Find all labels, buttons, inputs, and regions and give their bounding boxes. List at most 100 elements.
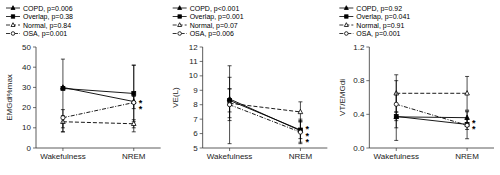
- plot-area: [394, 75, 469, 141]
- series: [61, 65, 136, 122]
- legend-marker: [345, 32, 349, 36]
- series-line: [396, 116, 467, 124]
- y-tick: [200, 75, 203, 76]
- legend-marker: [11, 23, 15, 27]
- marker: [131, 121, 136, 125]
- y-axis: [369, 47, 370, 148]
- annotation: *: [305, 137, 309, 147]
- legend: COPD, p=0.92Overlap, p=0.041Normal, p=0.…: [339, 5, 410, 39]
- legend-label: Overlap, p=0.38: [23, 13, 73, 21]
- y-axis-label: EMGdi%max: [5, 74, 14, 121]
- series: [61, 116, 136, 128]
- series: [227, 89, 302, 122]
- error-bar: [465, 76, 469, 110]
- y-tick: [366, 114, 369, 115]
- legend-label: COPD, p<0.001: [190, 5, 240, 13]
- y-tick: [366, 148, 369, 149]
- annotation: *: [472, 124, 476, 134]
- x-tick: [396, 148, 397, 151]
- y-tick-label: 30: [22, 83, 31, 92]
- x-axis: [369, 148, 494, 149]
- series: [228, 89, 303, 139]
- legend-label: OSA, p=0.001: [356, 30, 400, 38]
- y-axis: [202, 47, 203, 148]
- series: [227, 77, 302, 142]
- series-line: [63, 88, 134, 93]
- legend-marker: [178, 23, 182, 27]
- y-tick-label: 6: [193, 129, 198, 138]
- series: [394, 93, 469, 140]
- y-tick-label: 40: [22, 63, 31, 72]
- y-axis-label: VT/EMGdi: [338, 79, 347, 116]
- error-bar: [132, 65, 136, 122]
- series: [61, 96, 136, 131]
- error-bar: [394, 81, 398, 128]
- legend: COPD, p<0.001Overlap, p=0.001Normal, p=0…: [173, 5, 244, 39]
- series: [394, 81, 469, 139]
- plot-area: [61, 59, 136, 132]
- x-tick-label: NREM: [122, 152, 146, 161]
- marker: [465, 122, 469, 126]
- error-bar: [465, 112, 469, 139]
- x-tick: [133, 148, 134, 151]
- y-tick: [33, 127, 36, 128]
- series-line: [230, 99, 301, 131]
- legend-label: COPD, p=0.006: [23, 5, 73, 13]
- y-tick: [200, 104, 203, 105]
- x-tick-label: NREM: [289, 152, 313, 161]
- y-tick-label: 0.8: [353, 76, 365, 85]
- error-bar: [228, 66, 232, 144]
- y-tick-label: 0.4: [353, 110, 365, 119]
- y-tick: [33, 107, 36, 108]
- plot-area: [227, 66, 302, 144]
- series-line: [230, 105, 301, 132]
- x-tick: [300, 148, 301, 151]
- legend-label: Overlap, p=0.001: [190, 13, 244, 21]
- y-tick-label: 1.2: [353, 43, 365, 52]
- series-line: [230, 100, 301, 130]
- series: [394, 75, 469, 112]
- series-line: [63, 103, 134, 118]
- legend-label: OSA, p=0.001: [23, 30, 67, 38]
- legend-marker: [344, 23, 348, 27]
- panel: 56789101112WakefulnessNREMVE(L)***COPD, …: [171, 5, 327, 162]
- y-tick: [200, 148, 203, 149]
- legend-marker: [178, 6, 182, 10]
- legend-marker: [345, 15, 348, 18]
- legend-marker: [11, 6, 15, 10]
- marker: [298, 109, 303, 113]
- marker: [61, 116, 65, 120]
- y-axis-label: VE(L): [171, 87, 180, 108]
- y-tick-label: 9: [193, 86, 198, 95]
- y-tick: [366, 47, 369, 48]
- y-tick: [33, 67, 36, 68]
- x-tick-label: Wakefulness: [207, 152, 253, 161]
- x-tick-label: Wakefulness: [374, 152, 420, 161]
- marker: [394, 102, 398, 106]
- marker: [132, 92, 136, 96]
- y-tick: [200, 61, 203, 62]
- x-tick-label: NREM: [455, 152, 479, 161]
- y-tick-label: 11: [189, 57, 198, 66]
- error-bar: [132, 120, 136, 128]
- y-tick-label: 0: [27, 144, 32, 153]
- series-line: [396, 93, 467, 94]
- series-line: [230, 103, 301, 112]
- series-line: [63, 87, 134, 101]
- legend-marker: [178, 15, 181, 18]
- annotation: *: [139, 104, 143, 114]
- y-axis: [36, 47, 37, 148]
- legend-label: COPD, p=0.92: [356, 5, 402, 13]
- panel: 01020304050WakefulnessNREMEMGdi%max**COP…: [5, 5, 161, 162]
- legend-marker: [178, 32, 182, 36]
- marker: [61, 86, 65, 90]
- y-tick-label: 10: [22, 123, 31, 132]
- y-tick: [200, 119, 203, 120]
- x-tick-label: Wakefulness: [40, 152, 86, 161]
- figure: 01020304050WakefulnessNREMEMGdi%max**COP…: [0, 0, 500, 175]
- y-tick-label: 8: [193, 100, 198, 109]
- y-tick: [33, 87, 36, 88]
- series-line: [63, 122, 134, 124]
- y-tick-label: 10: [189, 71, 198, 80]
- error-bar: [61, 110, 65, 132]
